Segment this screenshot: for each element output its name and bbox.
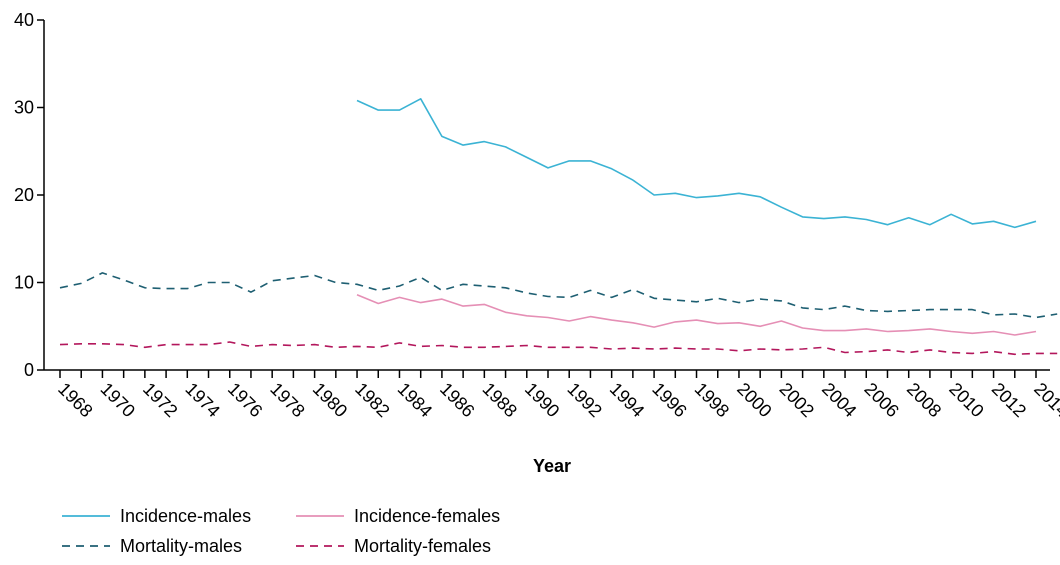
x-tick-label: 1982 xyxy=(351,379,393,421)
x-tick-label: 1976 xyxy=(224,379,266,421)
y-tick-label: 20 xyxy=(14,185,34,205)
series-layer xyxy=(59,98,1058,356)
x-tick-label: 2014 xyxy=(1030,379,1060,421)
x-ticks: 1968 1970 1972 1974 1976 1978 1980 1982 1984 1986… xyxy=(54,370,1060,421)
x-tick-label: 1968 xyxy=(54,379,96,421)
x-tick-label: 2010 xyxy=(945,379,987,421)
x-tick-label: 1974 xyxy=(181,379,223,421)
x-tick-label: 2012 xyxy=(988,379,1030,421)
x-tick-label: 1992 xyxy=(563,379,605,421)
x-tick-label: 1998 xyxy=(691,379,733,421)
x-tick-label: 2002 xyxy=(776,379,818,421)
legend-label: Mortality-males xyxy=(120,536,242,556)
x-tick-label: 1970 xyxy=(97,379,139,421)
series-line-incidence-females xyxy=(356,294,1037,336)
x-tick-label: 1986 xyxy=(436,379,478,421)
series-line-incidence-males xyxy=(356,98,1037,229)
x-tick-label: 2008 xyxy=(903,379,945,421)
legend-label: Incidence-males xyxy=(120,506,251,526)
x-tick-label: 1994 xyxy=(606,379,648,421)
x-tick-label: 1988 xyxy=(479,379,521,421)
x-tick-label: 1984 xyxy=(394,379,436,421)
x-tick-label: 1996 xyxy=(648,379,690,421)
x-tick-label: 1978 xyxy=(266,379,308,421)
y-ticks: 0 10 20 30 40 xyxy=(14,10,44,380)
series-line-mortality-males xyxy=(59,272,1058,319)
y-tick-label: 10 xyxy=(14,273,34,293)
x-axis-title: Year xyxy=(533,456,571,476)
x-tick-label: 1990 xyxy=(521,379,563,421)
x-tick-label: 2000 xyxy=(733,379,775,421)
y-tick-label: 30 xyxy=(14,98,34,118)
y-tick-label: 0 xyxy=(24,360,34,380)
x-tick-label: 2006 xyxy=(860,379,902,421)
y-tick-label: 40 xyxy=(14,10,34,30)
legend-label: Incidence-females xyxy=(354,506,500,526)
x-tick-label: 1972 xyxy=(139,379,181,421)
x-tick-label: 2004 xyxy=(818,379,860,421)
legend: Incidence-males Incidence-females Mortalit… xyxy=(62,506,500,556)
x-tick-label: 1980 xyxy=(309,379,351,421)
series-line-mortality-females xyxy=(59,341,1058,356)
legend-label: Mortality-females xyxy=(354,536,491,556)
